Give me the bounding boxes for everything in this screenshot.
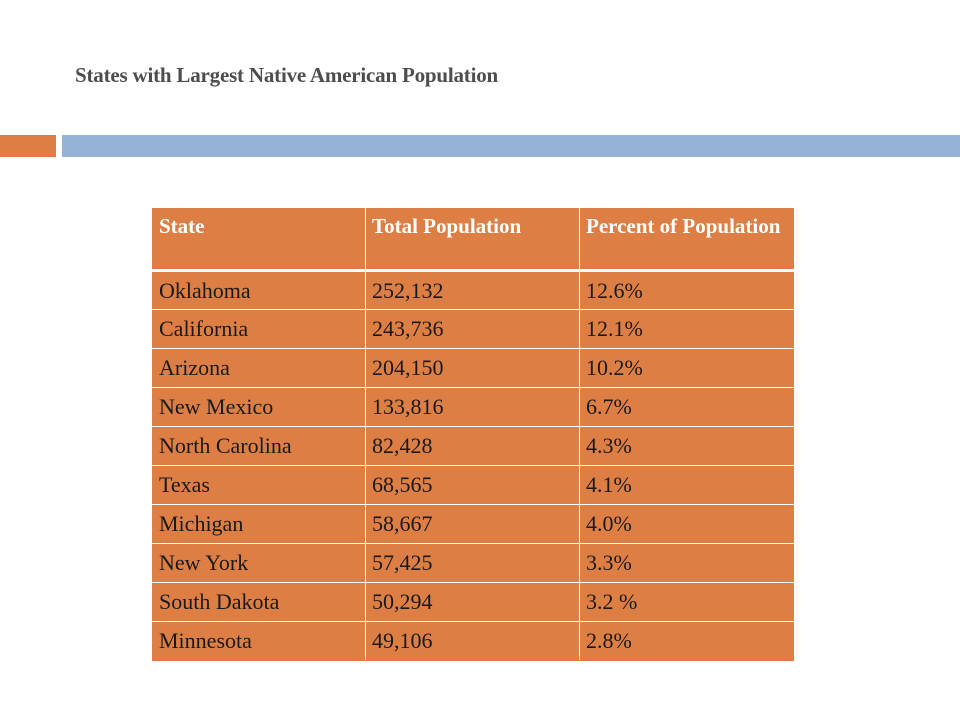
cell-state: Minnesota: [152, 621, 366, 661]
cell-total-population: 50,294: [365, 582, 580, 622]
cell-percent: 4.1%: [579, 465, 794, 505]
column-header-total-population: Total Population: [365, 208, 580, 272]
cell-state: New Mexico: [152, 387, 366, 427]
table-row: New York 57,425 3.3%: [152, 543, 794, 583]
cell-total-population: 243,736: [365, 309, 580, 349]
column-header-state: State: [152, 208, 366, 272]
table-row: Minnesota 49,106 2.8%: [152, 621, 794, 661]
cell-state: Texas: [152, 465, 366, 505]
table-row: New Mexico 133,816 6.7%: [152, 387, 794, 427]
cell-total-population: 68,565: [365, 465, 580, 505]
cell-state: South Dakota: [152, 582, 366, 622]
cell-total-population: 133,816: [365, 387, 580, 427]
slide-title: States with Largest Native American Popu…: [75, 63, 499, 87]
cell-percent: 12.1%: [579, 309, 794, 349]
cell-percent: 12.6%: [579, 270, 794, 310]
cell-state: New York: [152, 543, 366, 583]
cell-state: Arizona: [152, 348, 366, 388]
cell-total-population: 252,132: [365, 270, 580, 310]
cell-percent: 6.7%: [579, 387, 794, 427]
cell-state: North Carolina: [152, 426, 366, 466]
table-header-row: State Total Population Percent of Popula…: [152, 208, 794, 272]
cell-percent: 3.2 %: [579, 582, 794, 622]
table-row: Oklahoma 252,132 12.6%: [152, 270, 794, 310]
cell-percent: 10.2%: [579, 348, 794, 388]
cell-state: Michigan: [152, 504, 366, 544]
cell-total-population: 82,428: [365, 426, 580, 466]
cell-percent: 4.3%: [579, 426, 794, 466]
cell-percent: 4.0%: [579, 504, 794, 544]
population-table: State Total Population Percent of Popula…: [152, 208, 794, 661]
accent-bar-orange: [0, 135, 56, 157]
cell-total-population: 57,425: [365, 543, 580, 583]
cell-percent: 2.8%: [579, 621, 794, 661]
table-row: North Carolina 82,428 4.3%: [152, 426, 794, 466]
table-row: Arizona 204,150 10.2%: [152, 348, 794, 388]
cell-total-population: 204,150: [365, 348, 580, 388]
accent-bar-blue: [62, 135, 960, 157]
table-row: Michigan 58,667 4.0%: [152, 504, 794, 544]
table-row: Texas 68,565 4.1%: [152, 465, 794, 505]
cell-state: California: [152, 309, 366, 349]
cell-state: Oklahoma: [152, 270, 366, 310]
table-row: South Dakota 50,294 3.2 %: [152, 582, 794, 622]
cell-total-population: 58,667: [365, 504, 580, 544]
column-header-percent-of-population: Percent of Population: [579, 208, 794, 272]
cell-percent: 3.3%: [579, 543, 794, 583]
table-row: California 243,736 12.1%: [152, 309, 794, 349]
cell-total-population: 49,106: [365, 621, 580, 661]
